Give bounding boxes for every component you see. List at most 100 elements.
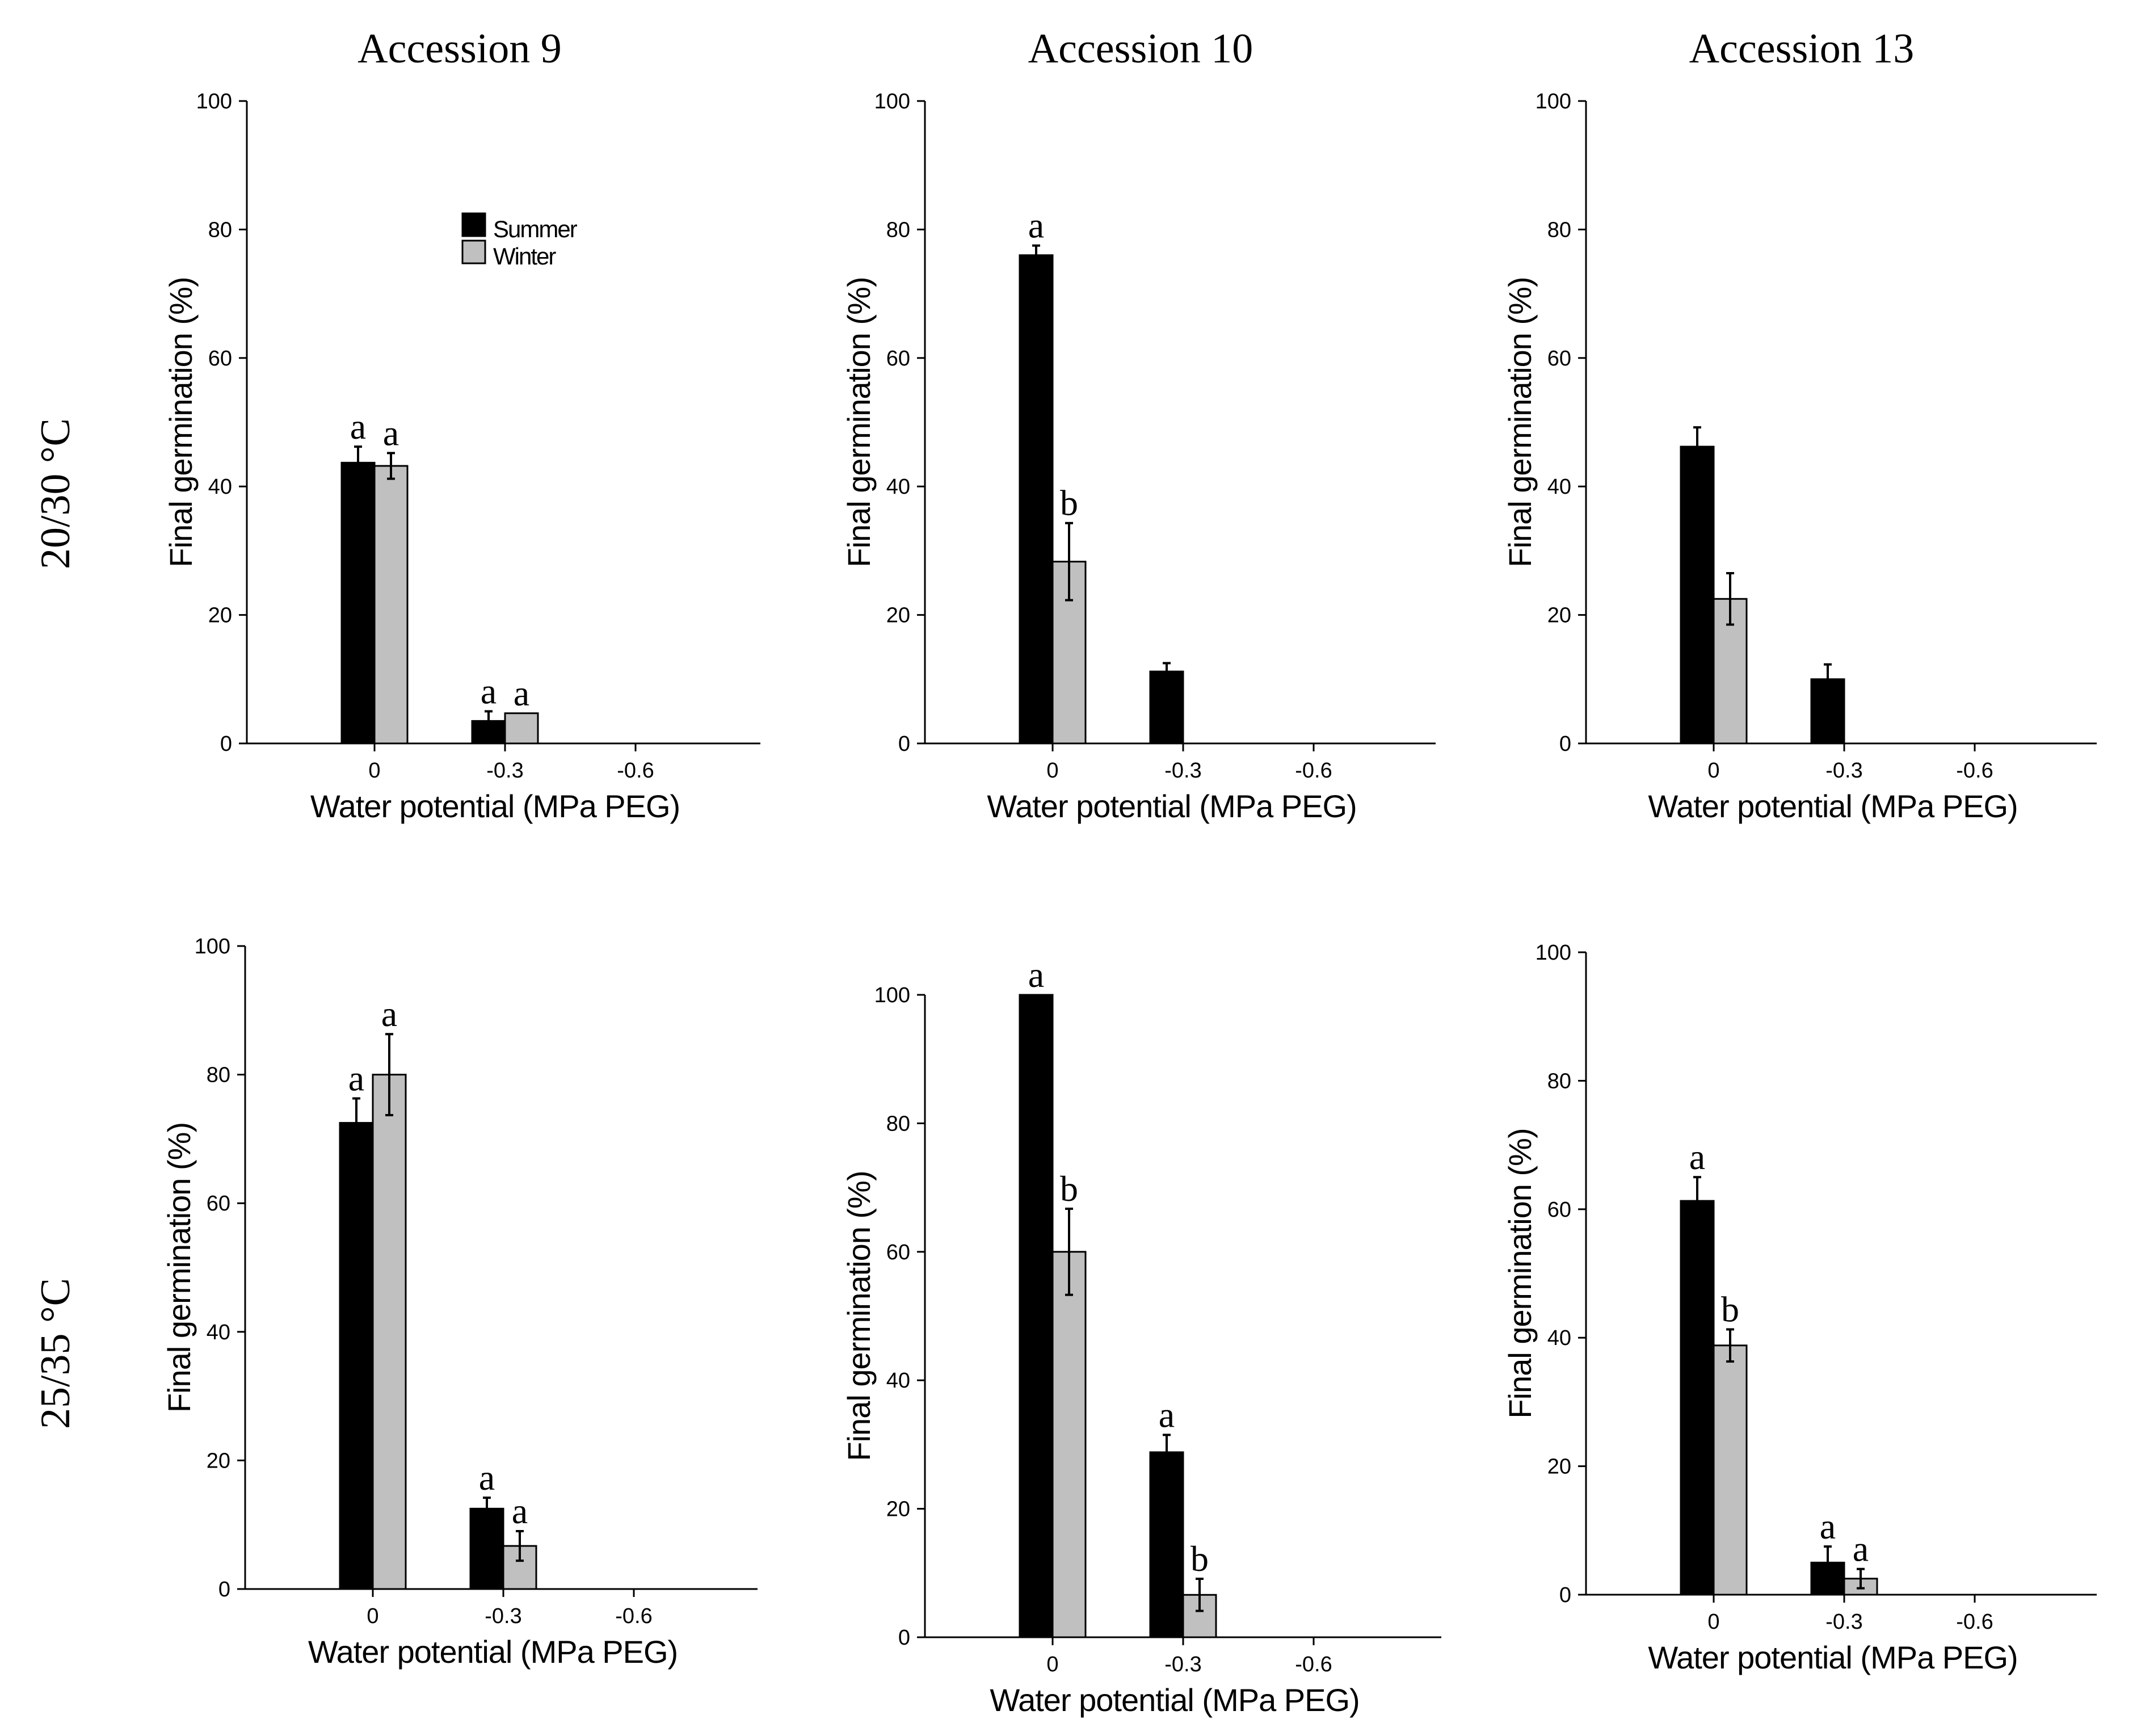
x-tick-label: -0.6 (1295, 759, 1332, 783)
y-tick-label: 0 (218, 1578, 230, 1602)
y-tick-label: 60 (207, 1192, 230, 1216)
y-tick-label: 100 (874, 983, 910, 1007)
y-tick-label: 100 (195, 935, 230, 959)
bar-summer-0 (1019, 254, 1054, 745)
significance-letter: a (1028, 205, 1044, 246)
y-tick-label: 100 (1536, 941, 1571, 965)
bar-summer--0.3 (1149, 1451, 1184, 1638)
significance-letter: a (383, 413, 399, 453)
y-tick-label: 20 (1547, 604, 1571, 628)
y-tick-label: 0 (220, 732, 232, 756)
x-tick-label: -0.3 (1164, 1653, 1201, 1676)
bar-winter-0 (1713, 1344, 1748, 1596)
significance-letter: a (348, 1058, 364, 1099)
legend-label-winter: Winter (493, 243, 556, 270)
significance-letter: b (1060, 483, 1078, 523)
significance-letter: a (381, 994, 397, 1034)
significance-letter: a (481, 671, 497, 711)
x-tick-label: 0 (1707, 1610, 1719, 1634)
y-axis-title: Final germination (%) (161, 1123, 197, 1413)
x-tick-label: 0 (1046, 759, 1058, 783)
y-tick-label: 100 (1536, 90, 1571, 114)
y-tick-label: 80 (886, 1112, 910, 1136)
x-axis-title: Water potential (MPa PEG) (1648, 788, 2017, 824)
x-tick-label: -0.3 (485, 1604, 521, 1628)
x-tick-label: 0 (1046, 1653, 1058, 1676)
y-tick-label: 100 (196, 90, 232, 114)
chart-panel-6: 0 20 40 60 80 100 0 -0.3 -0.6 Water potential (MP… (1502, 941, 2097, 1675)
x-tick-label: -0.6 (1956, 1610, 1993, 1634)
y-axis-title: Final germination (%) (841, 1171, 877, 1461)
x-tick-label: 0 (1707, 759, 1719, 783)
y-tick-label: 60 (886, 1241, 910, 1264)
x-tick-label: 0 (368, 759, 380, 783)
x-axis-title: Water potential (MPa PEG) (308, 1634, 678, 1670)
x-axis-title: Water potential (MPa PEG) (987, 788, 1356, 824)
y-tick-label: 80 (208, 218, 232, 242)
x-tick-label: -0.3 (1825, 759, 1862, 783)
y-tick-label: 20 (886, 1498, 910, 1521)
bar-summer-0 (339, 1122, 374, 1590)
y-tick-label: 60 (1547, 347, 1571, 371)
y-tick-label: 40 (886, 475, 910, 499)
bar-summer-0 (340, 461, 376, 745)
significance-letter: a (350, 406, 366, 447)
y-tick-label: 40 (208, 475, 232, 499)
x-tick-label: -0.3 (486, 759, 523, 783)
y-axis-title: Final germination (%) (841, 277, 877, 567)
y-tick-label: 60 (208, 347, 232, 371)
significance-letter: a (514, 673, 529, 713)
significance-letter: a (1820, 1506, 1836, 1546)
y-tick-label: 20 (207, 1449, 230, 1473)
legend-label-summer: Summer (493, 216, 578, 242)
x-axis-title: Water potential (MPa PEG) (310, 788, 680, 824)
chart-panel-3: 0 20 40 60 80 100 0 -0.3 -0.6 Water potential (MP… (1502, 90, 2097, 824)
bar-summer-0 (1680, 445, 1715, 745)
y-tick-label: 100 (874, 90, 910, 114)
x-axis-title: Water potential (MPa PEG) (990, 1682, 1359, 1718)
row-label-25-35: 25/35 °C (32, 1278, 79, 1429)
x-tick-label: -0.6 (615, 1604, 652, 1628)
y-tick-label: 20 (208, 604, 232, 628)
y-axis-title: Final germination (%) (163, 277, 199, 567)
column-title-accession-9: Accession 9 (357, 26, 562, 72)
y-tick-label: 80 (1547, 1069, 1571, 1093)
y-tick-label: 80 (886, 218, 910, 242)
bar-summer-0 (1680, 1200, 1715, 1596)
bar-winter-0 (373, 465, 409, 745)
y-tick-label: 60 (1547, 1198, 1571, 1222)
y-tick-label: 0 (898, 732, 910, 756)
y-tick-label: 60 (886, 347, 910, 371)
row-label-20-30: 20/30 °C (32, 418, 79, 569)
chart-panel-4: 0 20 40 60 80 100 0 -0.3 -0.6 Water potential (MP… (161, 935, 758, 1670)
significance-letter: a (1853, 1529, 1869, 1569)
significance-letter: b (1721, 1289, 1739, 1329)
significance-letter: b (1060, 1168, 1078, 1209)
y-axis-title: Final germination (%) (1502, 277, 1538, 567)
bar-winter-0 (372, 1074, 407, 1590)
y-tick-label: 20 (1547, 1455, 1571, 1479)
y-tick-label: 80 (1547, 218, 1571, 242)
legend-swatch-summer (461, 212, 486, 237)
chart-panels: 0 20 40 60 80 100 0 -0.3 -0.6 Water potential (MP… (161, 90, 2097, 1718)
bar-summer--0.3 (1149, 670, 1184, 745)
chart-panel-1: 0 20 40 60 80 100 0 -0.3 -0.6 Water potential (MP… (163, 90, 760, 824)
y-tick-label: 80 (207, 1064, 230, 1087)
x-tick-label: -0.6 (1295, 1653, 1332, 1676)
y-tick-label: 20 (886, 604, 910, 628)
y-tick-label: 0 (1559, 1583, 1571, 1607)
significance-letter: a (479, 1457, 495, 1498)
legend-swatch-winter (461, 239, 486, 264)
chart-panel-5: 0 20 40 60 80 100 0 -0.3 -0.6 Water potential (MP… (841, 955, 1441, 1718)
y-tick-label: 0 (1559, 732, 1571, 756)
y-tick-label: 40 (1547, 475, 1571, 499)
x-tick-label: -0.6 (617, 759, 654, 783)
y-tick-label: 40 (886, 1369, 910, 1393)
y-tick-label: 40 (1547, 1326, 1571, 1350)
bar-summer-0 (1019, 994, 1054, 1638)
x-axis-title: Water potential (MPa PEG) (1648, 1640, 2017, 1675)
y-axis-title: Final germination (%) (1502, 1128, 1538, 1418)
bar-winter-0 (1051, 1251, 1087, 1638)
column-title-accession-10: Accession 10 (1028, 26, 1253, 72)
